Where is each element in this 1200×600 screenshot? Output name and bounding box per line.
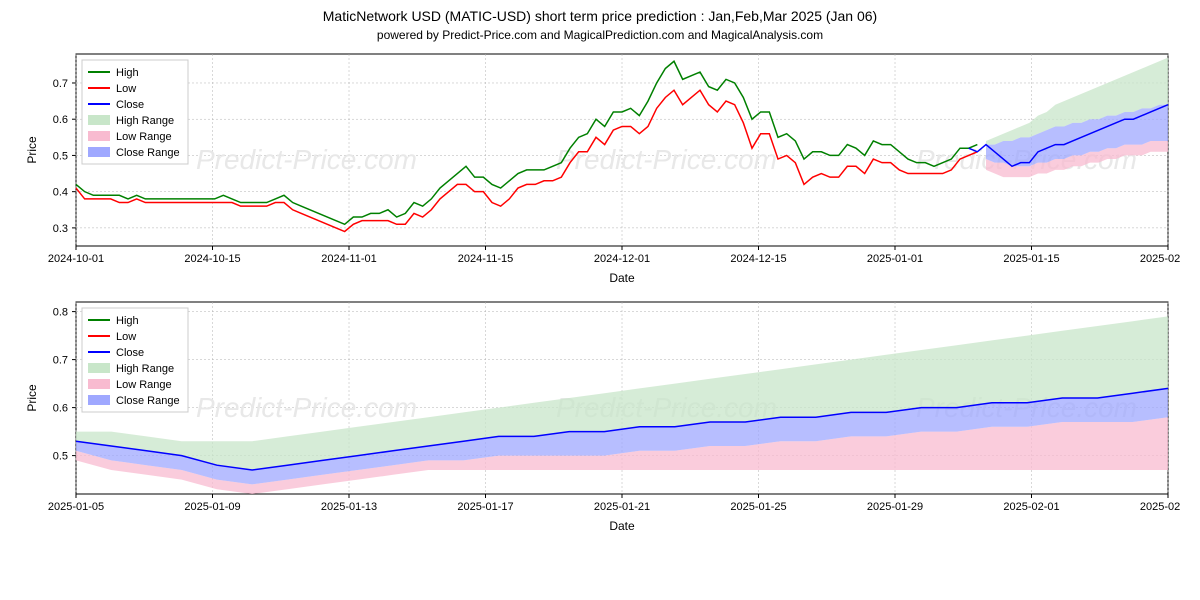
svg-text:Close Range: Close Range [116,147,180,159]
svg-text:Low: Low [116,83,136,95]
svg-text:High: High [116,315,139,327]
svg-text:2024-11-15: 2024-11-15 [458,253,513,265]
svg-text:2024-12-01: 2024-12-01 [594,253,650,265]
svg-text:2025-02-05: 2025-02-05 [1140,501,1180,513]
svg-text:2024-10-15: 2024-10-15 [184,253,240,265]
svg-text:Date: Date [609,519,635,533]
svg-text:2025-01-15: 2025-01-15 [1003,253,1059,265]
svg-text:2024-10-01: 2024-10-01 [48,253,104,265]
svg-text:0.5: 0.5 [53,451,68,463]
svg-text:Date: Date [609,271,635,285]
svg-text:2025-02-01: 2025-02-01 [1140,253,1180,265]
svg-text:High: High [116,67,139,79]
svg-text:0.3: 0.3 [53,223,68,235]
svg-text:2025-01-29: 2025-01-29 [867,501,923,513]
svg-text:2025-01-17: 2025-01-17 [457,501,513,513]
svg-text:2025-01-09: 2025-01-09 [184,501,240,513]
svg-text:2024-12-15: 2024-12-15 [730,253,786,265]
svg-text:2025-01-13: 2025-01-13 [321,501,377,513]
chart-title: MaticNetwork USD (MATIC-USD) short term … [20,8,1180,24]
svg-text:2025-01-05: 2025-01-05 [48,501,104,513]
svg-text:0.7: 0.7 [53,78,68,90]
svg-text:Low Range: Low Range [116,131,172,143]
svg-text:Price: Price [25,136,39,164]
svg-text:Price: Price [25,384,39,412]
svg-text:Low: Low [116,331,136,343]
svg-text:Close: Close [116,347,144,359]
svg-text:2025-01-21: 2025-01-21 [594,501,650,513]
svg-text:High Range: High Range [116,363,174,375]
svg-text:2024-11-01: 2024-11-01 [321,253,376,265]
svg-text:Low Range: Low Range [116,379,172,391]
svg-text:Close Range: Close Range [116,395,180,407]
svg-text:0.7: 0.7 [53,355,68,367]
svg-text:0.5: 0.5 [53,150,68,162]
svg-text:High Range: High Range [116,115,174,127]
svg-text:0.6: 0.6 [53,114,68,126]
chart-bottom: 0.5 0.6 0.7 0.8 2025-01-05 2025-01-09 2025-01-… [20,296,1180,536]
svg-text:Close: Close [116,99,144,111]
chart-subtitle: powered by Predict-Price.com and Magical… [20,28,1180,42]
svg-text:0.4: 0.4 [53,187,68,199]
svg-text:Predict-Price.com: Predict-Price.com [196,392,417,423]
svg-text:2025-02-01: 2025-02-01 [1003,501,1059,513]
svg-text:Predict-Price.com: Predict-Price.com [196,144,417,175]
chart-top: 0.3 0.4 0.5 0.6 0.7 2024-10-01 2024-10-15 2024-… [20,48,1180,288]
svg-text:0.6: 0.6 [53,403,68,415]
svg-text:0.8: 0.8 [53,307,68,319]
svg-text:2025-01-25: 2025-01-25 [730,501,786,513]
svg-text:2025-01-01: 2025-01-01 [867,253,923,265]
